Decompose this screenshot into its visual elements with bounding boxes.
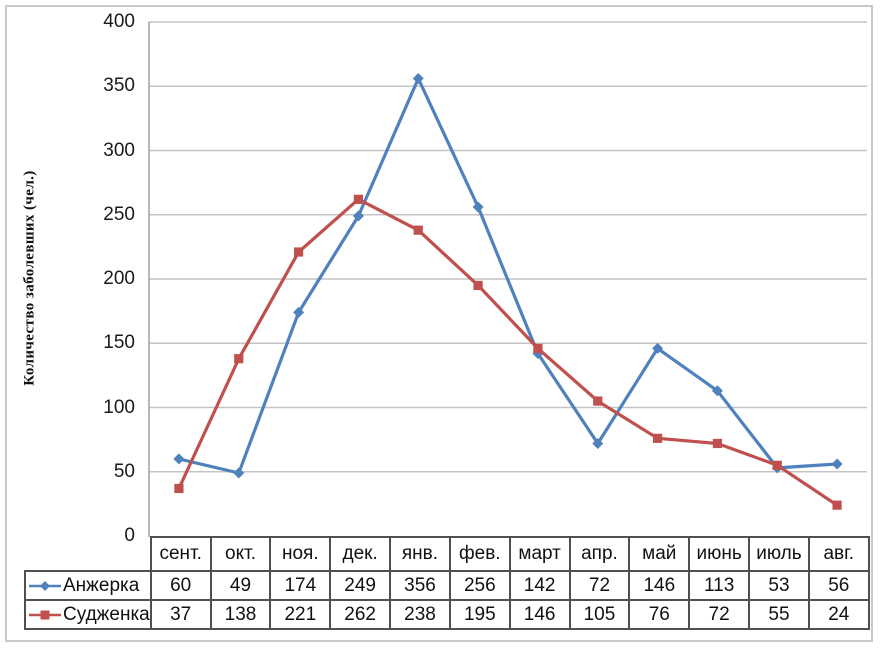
table-row: Судженка 37 138 221 262 238 195 146 105 76 72 55 24 [24,599,870,630]
data-point-marker [352,210,364,222]
y-tick-label: 400 [103,11,135,32]
value-cell: 146 [628,570,691,601]
value-cell: 146 [508,599,571,630]
legend-series-name: Анжерка [63,574,140,596]
data-point-marker [711,385,723,397]
month-header-cell: фев. [448,536,511,572]
data-point-marker [473,280,483,291]
month-header-cell: март [508,536,571,572]
month-header-cell: ноя. [269,536,332,572]
data-point-marker [173,453,185,465]
legend-series-name: Судженка [63,603,150,625]
value-cell: 76 [628,599,691,630]
data-point-marker [772,460,782,470]
y-tick-label: 50 [113,460,135,482]
data-point-marker [712,438,723,449]
data-point-marker [831,458,843,470]
data-point-marker [412,73,424,85]
data-point-marker [593,396,603,406]
value-cell: 105 [568,599,631,630]
value-cell: 37 [149,599,212,630]
value-cell: 113 [688,570,751,601]
month-header-cell: окт. [209,536,272,572]
value-cell: 49 [209,570,272,601]
value-cell: 55 [748,599,810,630]
data-point-marker [293,247,304,257]
y-tick-label: 250 [103,203,135,225]
month-header-cell: авг. [807,536,870,572]
data-point-marker [353,194,364,204]
value-cell: 60 [149,570,212,601]
value-cell: 72 [688,599,751,630]
value-cell: 356 [389,570,451,601]
data-point-marker [234,354,244,364]
month-header-cell: май [628,536,691,572]
y-tick-label: 100 [103,396,135,418]
diamond-marker-icon [29,580,61,591]
data-point-marker [233,467,245,479]
value-cell: 53 [748,570,810,601]
value-cell: 256 [448,570,511,601]
table-row: Анжерка 60 49 174 249 356 256 142 72 146 113 53 56 [24,570,870,601]
value-cell: 249 [329,570,392,601]
legend-cell: Анжерка [24,570,152,601]
value-cell: 174 [269,570,332,601]
data-table: сент. окт. ноя. дек. янв. фев. март апр. май июнь… [24,536,870,630]
value-cell: 138 [209,599,272,630]
month-header-cell: апр. [568,536,631,572]
month-header-cell: сент. [149,536,212,572]
data-point-marker [533,343,543,353]
value-cell: 24 [807,599,870,630]
data-point-marker [652,433,663,443]
data-point-marker [413,225,423,235]
value-cell: 238 [389,599,451,630]
value-cell: 195 [448,599,511,630]
month-header-cell: июль [748,536,810,572]
y-tick-label: 300 [103,139,135,161]
y-tick-label: 150 [103,332,135,354]
month-header-cell: янв. [389,536,451,572]
series-line-Анжерка [177,76,839,475]
value-cell: 72 [568,570,631,601]
value-cell: 142 [508,570,571,601]
data-point-marker [293,306,305,318]
data-point-marker [174,483,184,494]
square-marker-icon [29,610,61,619]
data-point-marker [592,437,604,449]
data-point-marker [472,201,484,213]
legend-cell: Судженка [24,599,152,630]
y-tick-label: 350 [103,75,135,97]
month-header-cell: дек. [329,536,392,572]
table-corner-spacer [25,537,151,571]
value-cell: 262 [329,599,392,630]
series-line-Судженка [177,197,839,507]
value-cell: 221 [269,599,332,630]
y-tick-label: 200 [103,268,135,289]
data-point-marker [652,342,664,354]
data-point-marker [832,500,842,510]
y-tick-label: 0 [124,525,135,546]
month-header-cell: июнь [688,536,751,572]
value-cell: 56 [807,570,870,601]
